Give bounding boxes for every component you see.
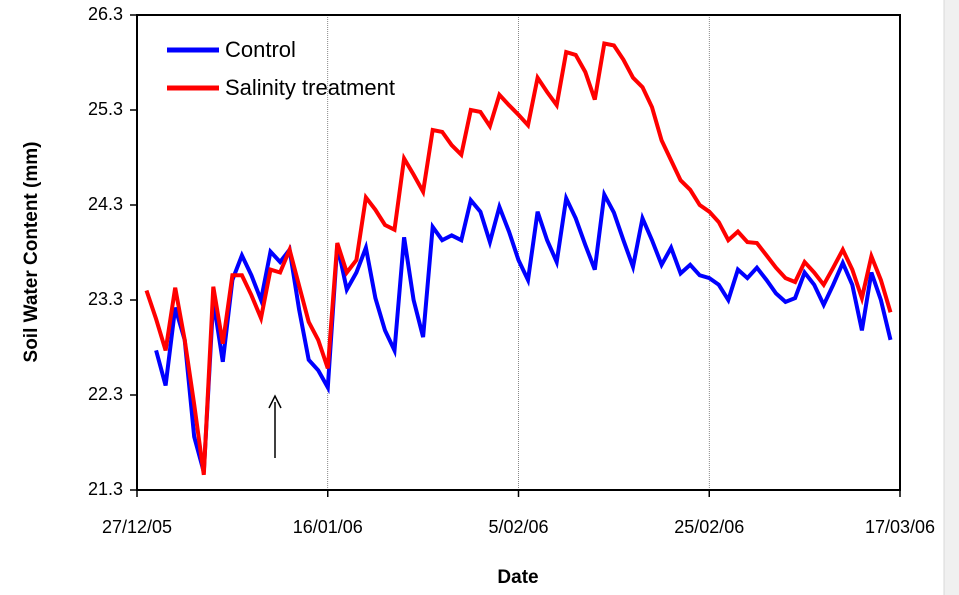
x-tick-label: 25/02/06 bbox=[674, 517, 744, 537]
y-tick-label: 25.3 bbox=[88, 99, 123, 119]
legend-label: Salinity treatment bbox=[225, 75, 395, 100]
x-tick-label: 16/01/06 bbox=[293, 517, 363, 537]
y-tick-label: 21.3 bbox=[88, 479, 123, 499]
x-tick-label: 27/12/05 bbox=[102, 517, 172, 537]
plot-frame bbox=[136, 14, 901, 491]
scrollbar bbox=[944, 0, 959, 595]
data-line bbox=[154, 188, 893, 473]
x-tick-label: 5/02/06 bbox=[488, 517, 548, 537]
legend-label: Control bbox=[225, 37, 296, 62]
y-tick-label: 23.3 bbox=[88, 289, 123, 309]
x-tick-label: 17/03/06 bbox=[865, 517, 935, 537]
x-axis-title: Date bbox=[497, 567, 538, 588]
y-axis-title: Soil Water Content (mm) bbox=[21, 142, 42, 363]
y-tick-label: 22.3 bbox=[88, 384, 123, 404]
arrow bbox=[268, 394, 282, 458]
y-tick-label: 24.3 bbox=[88, 194, 123, 214]
y-tick-label: 26.3 bbox=[88, 4, 123, 24]
data-line bbox=[144, 41, 893, 476]
